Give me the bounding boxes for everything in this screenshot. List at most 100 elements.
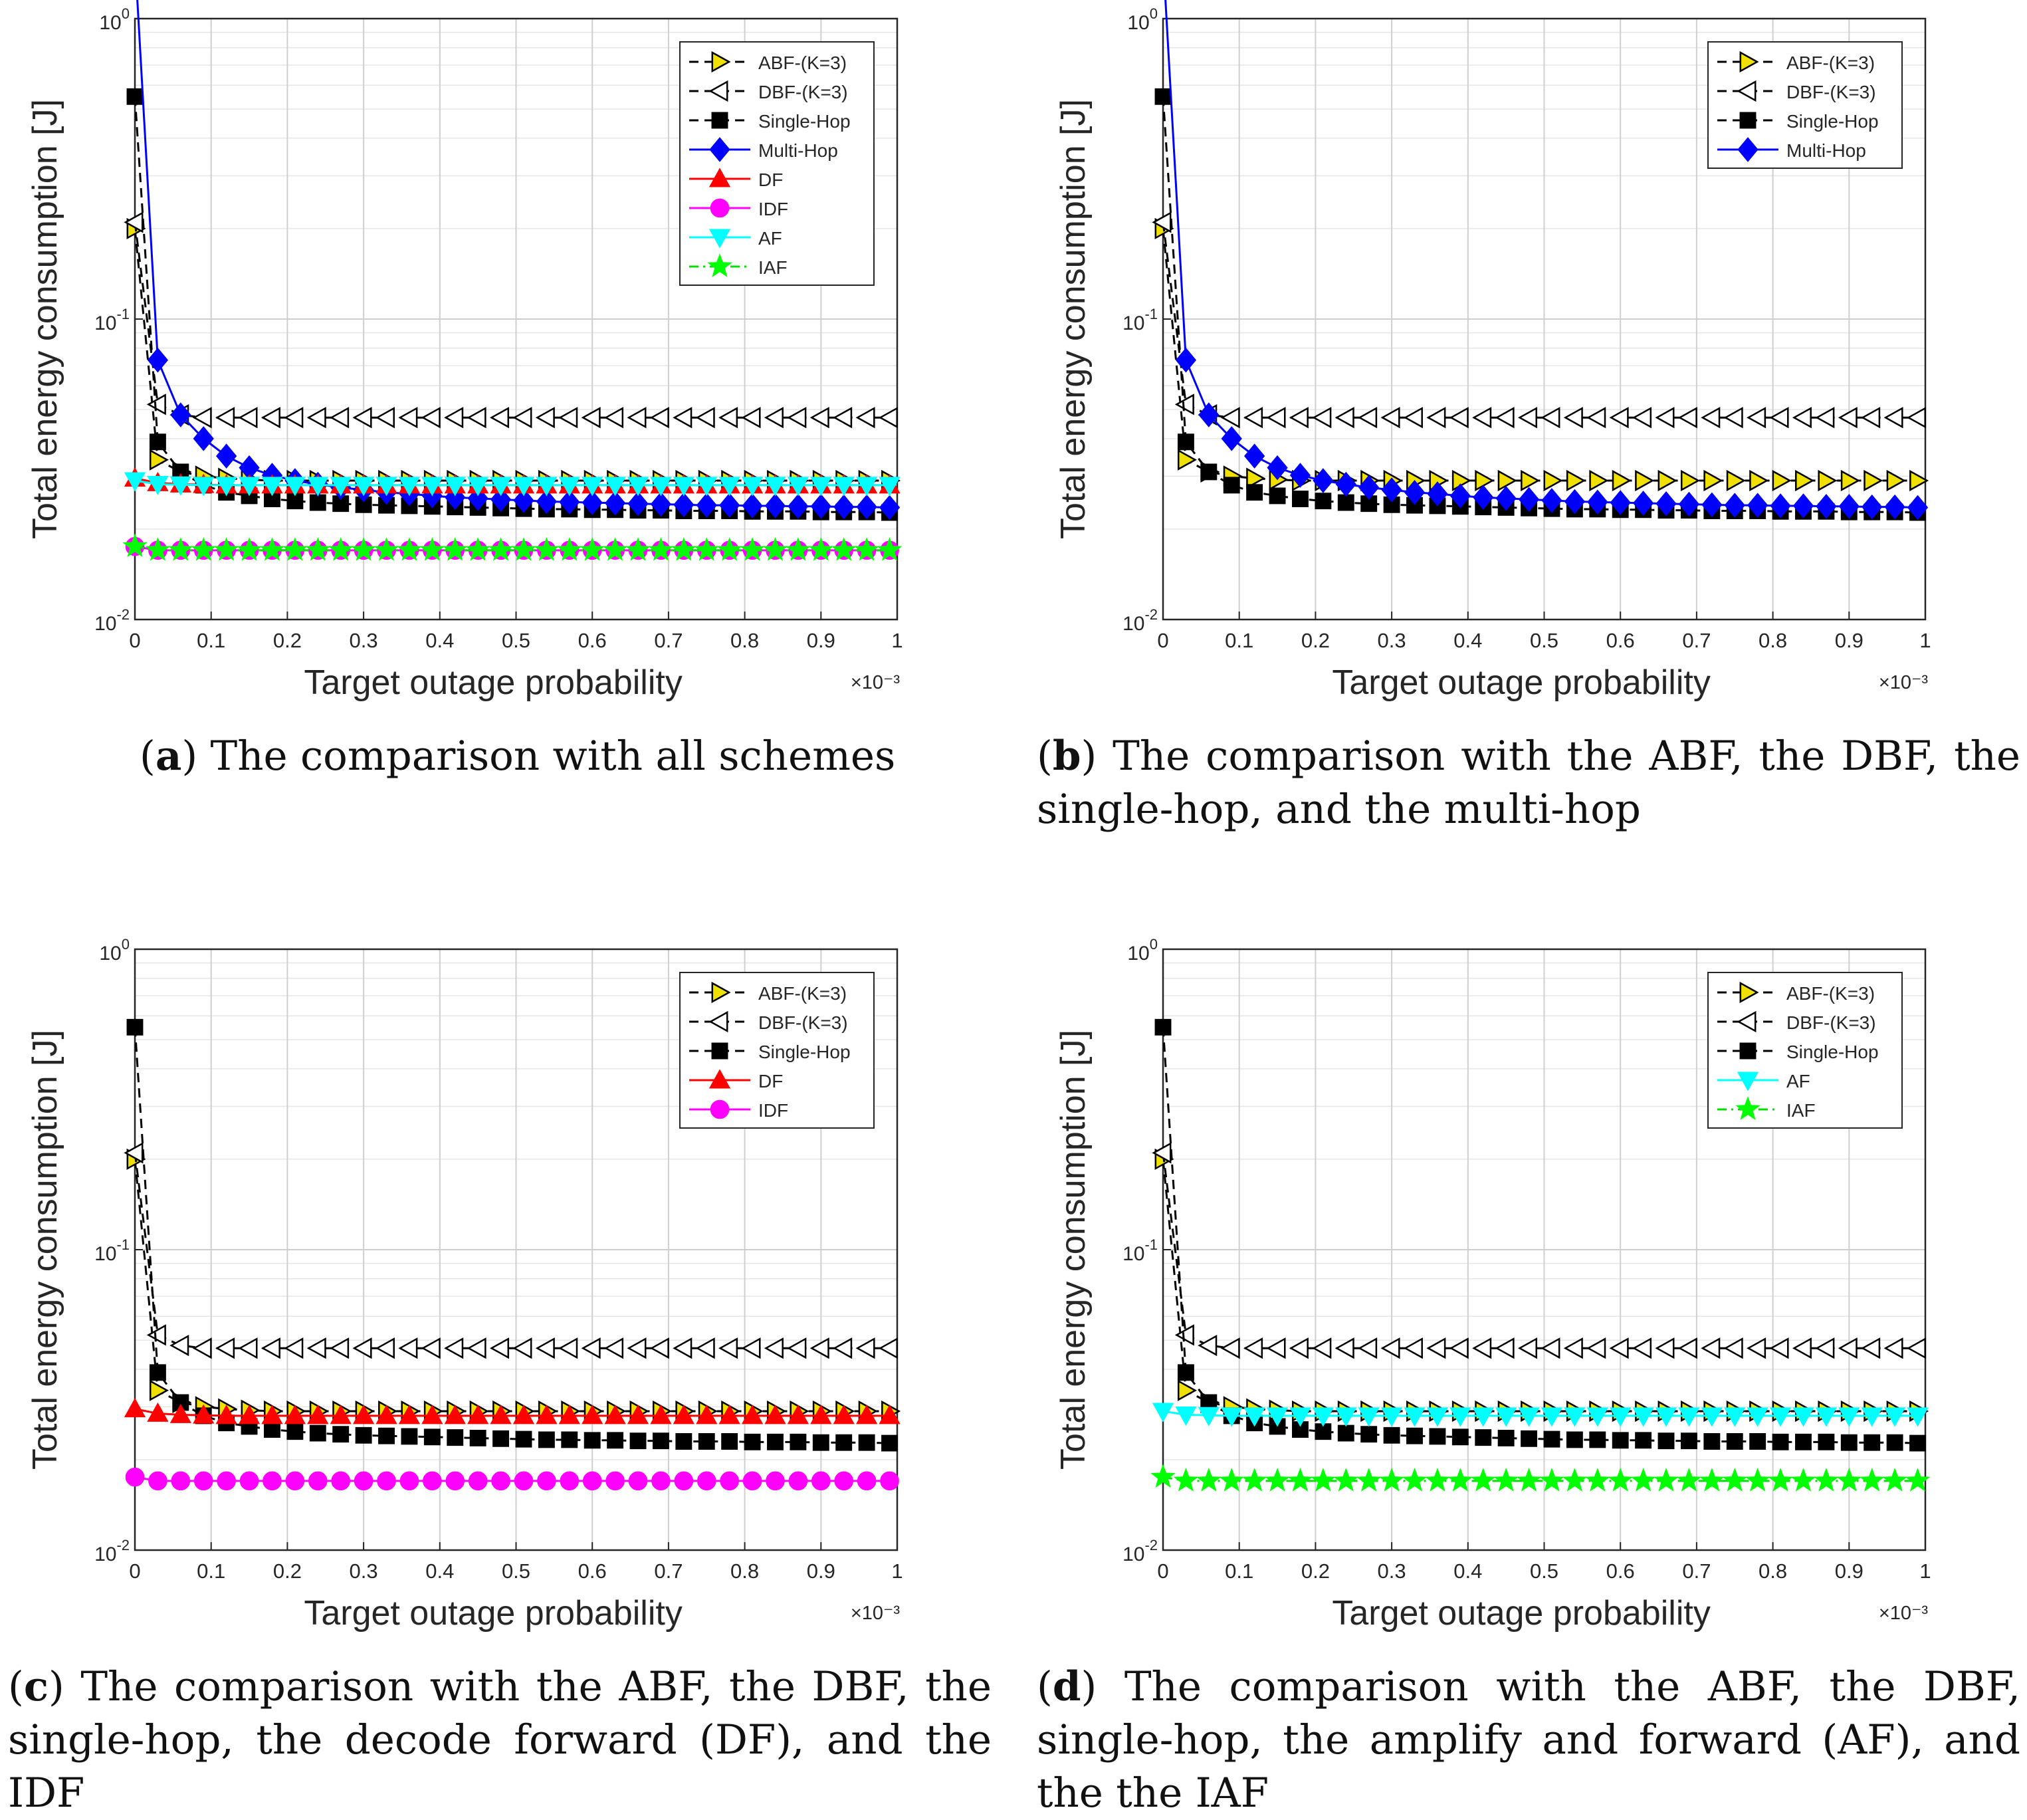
- data-point: [605, 1471, 625, 1491]
- x-tick-label: 0.6: [1606, 629, 1635, 652]
- data-point: [786, 537, 811, 561]
- data-point: [397, 537, 422, 561]
- caption-tag: d: [1052, 1663, 1081, 1710]
- y-tick-base: 10: [1127, 943, 1149, 965]
- data-point: [742, 1471, 762, 1491]
- legend-item: DBF-(K=3): [1717, 1010, 1876, 1033]
- data-point: [695, 407, 715, 429]
- data-point: [1358, 1407, 1380, 1427]
- data-point: [147, 476, 169, 496]
- data-point: [1772, 1433, 1789, 1450]
- data-point: [309, 494, 326, 511]
- legend-label: ABF-(K=3): [758, 983, 847, 1004]
- data-point: [584, 1432, 601, 1449]
- series-line: [1162, 228, 1918, 482]
- y-tick-base: 10: [1122, 1543, 1144, 1565]
- x-tick-label: 0: [1157, 1559, 1168, 1583]
- data-point: [1701, 492, 1723, 518]
- data-point: [741, 477, 764, 497]
- data-point: [720, 1471, 739, 1491]
- x-tick-label: 0.1: [1225, 629, 1253, 652]
- data-point: [879, 1405, 901, 1424]
- data-point: [149, 449, 169, 471]
- data-point: [1884, 494, 1905, 520]
- data-point: [1497, 469, 1517, 492]
- legend-marker: [1739, 981, 1759, 1004]
- data-point: [1586, 407, 1606, 429]
- legend-marker: [711, 51, 731, 73]
- data-point: [1587, 489, 1608, 515]
- data-point: [721, 1433, 738, 1450]
- data-point: [239, 1471, 259, 1491]
- data-point: [1769, 407, 1789, 429]
- data-point: [1521, 469, 1541, 492]
- data-point: [1882, 1468, 1907, 1492]
- y-tick-base: 10: [94, 613, 116, 635]
- data-point: [1244, 443, 1265, 469]
- data-point: [1383, 1426, 1400, 1444]
- data-point: [673, 407, 693, 429]
- data-point: [1769, 1337, 1789, 1359]
- data-point: [444, 1337, 464, 1359]
- data-point: [1150, 1464, 1176, 1488]
- legend-marker: [1735, 1096, 1760, 1120]
- data-point: [855, 407, 875, 429]
- data-point: [330, 477, 352, 497]
- data-point: [170, 402, 191, 427]
- data-point: [488, 537, 514, 561]
- data-point: [490, 487, 512, 512]
- data-point: [168, 537, 193, 561]
- data-point: [1589, 469, 1609, 492]
- data-point: [1219, 1468, 1244, 1492]
- data-point: [880, 1471, 899, 1491]
- x-multiplier: ×10⁻³: [851, 1603, 900, 1624]
- data-point: [1790, 1468, 1816, 1492]
- x-tick-label: 0.4: [1453, 629, 1482, 652]
- y-tick-base: 10: [1127, 12, 1149, 34]
- data-point: [377, 1471, 396, 1491]
- data-point: [512, 407, 532, 429]
- data-point: [1859, 1468, 1885, 1492]
- data-point: [858, 1434, 875, 1451]
- data-point: [147, 1402, 169, 1422]
- data-point: [259, 537, 285, 561]
- data-point: [513, 488, 534, 513]
- data-point: [149, 1364, 166, 1381]
- y-tick-base: 10: [1122, 613, 1144, 635]
- data-point: [1243, 1407, 1265, 1427]
- x-tick-label: 0.2: [1301, 629, 1330, 652]
- legend-marker: [708, 1069, 731, 1089]
- legend-marker: [1739, 51, 1759, 73]
- data-point: [1311, 1468, 1336, 1492]
- caption-d: (d) The comparison with the ABF, the DBF…: [1037, 1663, 2020, 1817]
- series-dbf-k-3-: [124, 1142, 898, 1359]
- legend-item: AF: [1717, 1071, 1810, 1091]
- data-point: [1726, 1433, 1743, 1450]
- series-line: [136, 0, 890, 509]
- data-point: [1772, 469, 1792, 492]
- x-multiplier: ×10⁻³: [1879, 672, 1928, 693]
- data-point: [1861, 1337, 1881, 1359]
- data-point: [1312, 407, 1332, 429]
- data-point: [740, 537, 765, 561]
- data-point: [307, 1405, 329, 1424]
- legend-marker: [1739, 1042, 1757, 1060]
- legend-label: ABF-(K=3): [758, 53, 847, 73]
- series-line: [134, 1408, 890, 1417]
- data-point: [1473, 485, 1494, 510]
- data-point: [652, 1432, 669, 1450]
- data-point: [1403, 1337, 1423, 1359]
- data-point: [398, 1337, 418, 1359]
- legend-item: IDF: [689, 198, 788, 219]
- data-point: [421, 407, 441, 429]
- legend-marker: [711, 112, 728, 129]
- data-point: [378, 1427, 395, 1444]
- data-point: [375, 1405, 397, 1424]
- data-point: [284, 1337, 304, 1359]
- series-dbf-k-3-: [1152, 211, 1926, 429]
- data-point: [1517, 407, 1538, 429]
- data-point: [651, 1471, 671, 1491]
- x-tick-label: 0.3: [350, 1559, 378, 1583]
- x-tick-label: 0.9: [807, 629, 835, 652]
- data-point: [695, 1337, 715, 1359]
